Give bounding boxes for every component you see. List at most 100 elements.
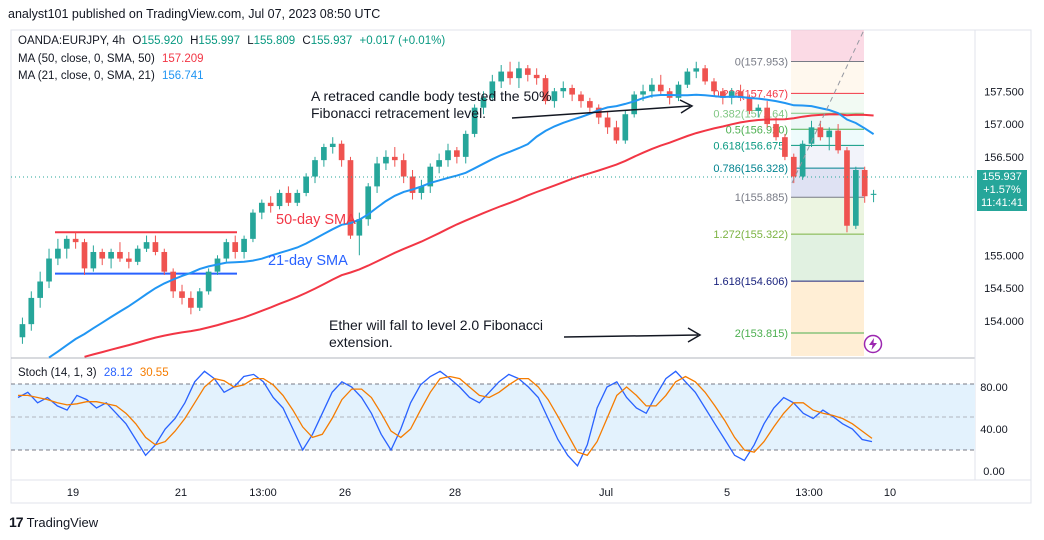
candle — [55, 238, 61, 266]
candle-body — [524, 68, 531, 75]
tradingview-logo-icon: 17 — [9, 514, 24, 530]
fib-trend-line[interactable] — [791, 29, 865, 184]
change-value: +0.017 (+0.01%) — [359, 35, 446, 47]
candle-body — [684, 71, 691, 85]
ma21-line — [48, 93, 875, 359]
annotation-retrace-line1: A retraced candle body tested the 50% — [311, 88, 552, 104]
stoch-tick: 0.00 — [983, 466, 1004, 478]
candle-body — [835, 130, 841, 151]
candle — [711, 78, 717, 95]
candle-body — [471, 107, 478, 134]
candle-body — [737, 91, 744, 98]
annotation-extension-line1: Ether will fall to level 2.0 Fibonacci — [329, 317, 543, 333]
candle-body — [693, 68, 700, 72]
candle-body — [533, 74, 540, 79]
candle-body — [37, 281, 44, 298]
candle — [391, 147, 398, 167]
candle-body — [560, 87, 567, 92]
candle — [524, 65, 531, 82]
ma50-line — [84, 113, 874, 358]
stoch-d-value: 30.55 — [139, 367, 169, 379]
time-tick: 10 — [884, 487, 896, 499]
candle-body — [303, 176, 309, 193]
tradingview-brand[interactable]: 17 TradingView — [9, 514, 98, 530]
candle — [46, 248, 52, 289]
candle-body — [551, 91, 558, 102]
candle-body — [276, 192, 283, 207]
candle-body — [356, 219, 363, 236]
candle — [462, 130, 469, 164]
arrow-1[interactable] — [511, 99, 694, 119]
fib-label-0.5: 0.5(156.920) — [726, 124, 788, 136]
sma50-label[interactable]: 50-day SMA — [276, 212, 356, 228]
lightning-icon[interactable] — [863, 334, 883, 354]
candle — [205, 268, 212, 295]
candle — [19, 317, 26, 344]
time-tick: 13:00 — [249, 487, 277, 499]
candle-body — [604, 117, 611, 128]
candle — [347, 156, 354, 239]
symbol-legend: OANDA:EURJPY, 4h O155.920 H155.997 L155.… — [18, 35, 449, 47]
candle — [578, 91, 584, 108]
candle — [108, 248, 114, 269]
candle-body — [542, 78, 549, 102]
candle-body — [454, 150, 460, 157]
brand-name: TradingView — [26, 514, 99, 530]
candle — [826, 127, 833, 151]
ma50-legend: MA (50, close, 0, SMA, 50) 157.209 — [18, 53, 208, 65]
price-axis-ticks: 157.500 157.000 156.500 155.000 154.500 154.0… — [984, 86, 1024, 328]
candle-body — [782, 137, 788, 157]
candle-body — [196, 291, 203, 308]
time-axis-ticks: 19 21 13:00 26 28 Jul 5 13:00 10 — [67, 487, 896, 499]
sma21-label[interactable]: 21-day SMA — [268, 253, 348, 269]
candle — [329, 137, 336, 154]
candle — [516, 61, 522, 88]
candle-body — [267, 202, 274, 207]
candle — [90, 245, 97, 272]
publish-info: analyst101 published on TradingView.com,… — [8, 7, 381, 21]
candle-body — [117, 251, 123, 259]
fib-zone-1.272 — [791, 197, 864, 235]
candle — [844, 147, 850, 233]
candle — [72, 232, 79, 249]
candle-body — [569, 87, 575, 95]
candle — [312, 156, 318, 184]
annotation-retrace[interactable]: A retraced candle body tested the 50% Fi… — [311, 88, 552, 122]
low-label: L — [247, 35, 254, 47]
candle — [374, 156, 380, 193]
symbol-name[interactable]: OANDA:EURJPY, 4h — [18, 35, 126, 47]
candle-body — [294, 192, 301, 203]
candle — [117, 242, 123, 262]
annotation-extension[interactable]: Ether will fall to level 2.0 Fibonacci e… — [329, 317, 543, 351]
candle-body — [764, 107, 771, 125]
candle-body — [170, 271, 176, 292]
candle — [480, 91, 487, 115]
candle — [188, 291, 194, 315]
candle — [63, 235, 70, 259]
time-tick: 13:00 — [795, 487, 823, 499]
fib-label-0.786: 0.786(156.328) — [713, 163, 788, 175]
candle — [666, 87, 673, 105]
fib-label-1.272: 1.272(155.322) — [713, 229, 788, 241]
candle-body — [81, 242, 88, 269]
main-pane-frame — [10, 29, 1032, 504]
candle — [37, 271, 44, 308]
stoch-legend-label[interactable]: Stoch (14, 1, 3) — [18, 367, 97, 379]
time-tick: 26 — [339, 487, 351, 499]
ma21-legend-label[interactable]: MA (21, close, 0, SMA, 21) — [18, 70, 155, 82]
time-tick: 28 — [449, 487, 461, 499]
candle — [258, 199, 265, 220]
fib-zone-bottom — [791, 333, 864, 356]
arrow-2[interactable] — [563, 327, 702, 343]
candle — [267, 196, 274, 213]
candle — [436, 153, 442, 174]
candle-body — [108, 251, 114, 259]
candle-body — [134, 248, 141, 262]
candle — [285, 186, 292, 207]
candle-body — [755, 107, 762, 111]
fib-label-1: 1(155.885) — [735, 192, 788, 204]
ma50-legend-label[interactable]: MA (50, close, 0, SMA, 50) — [18, 53, 155, 65]
candle-body — [861, 169, 868, 197]
candle-body — [613, 127, 620, 141]
